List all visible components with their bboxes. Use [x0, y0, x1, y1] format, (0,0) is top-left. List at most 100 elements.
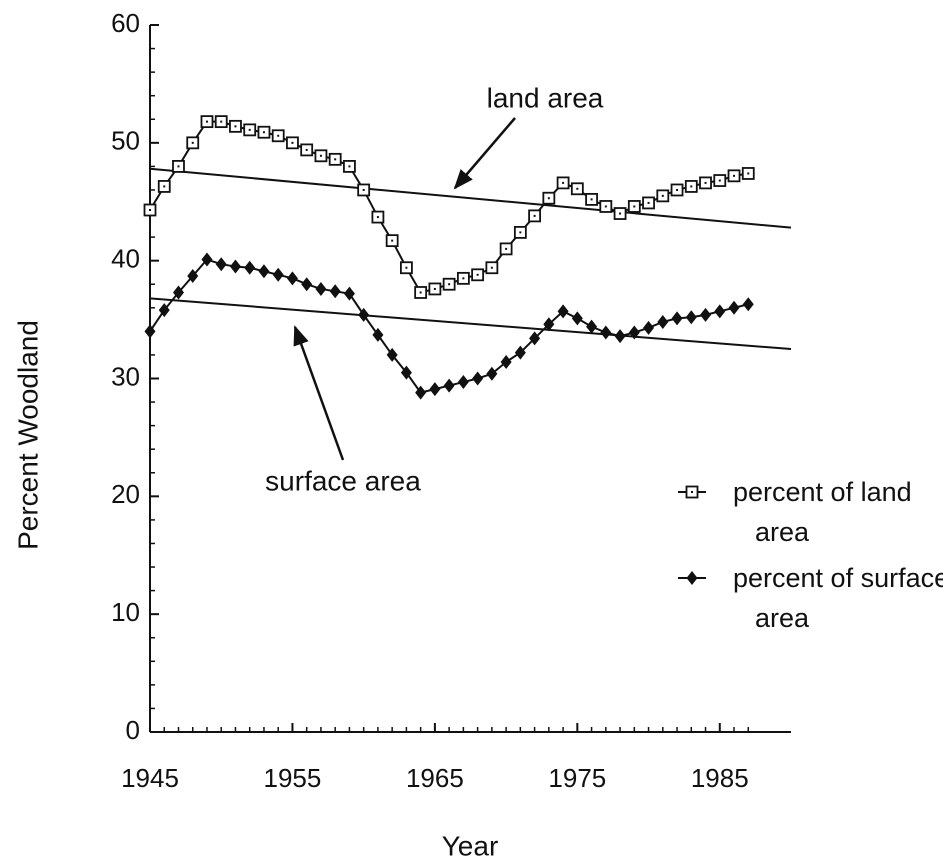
- marker: [329, 284, 341, 299]
- marker-dot: [376, 216, 379, 219]
- marker: [686, 571, 698, 585]
- marker-dot: [262, 131, 265, 134]
- marker: [158, 303, 170, 318]
- marker: [215, 257, 227, 272]
- legend-entry: percent of surface area: [733, 563, 943, 633]
- marker-dot: [433, 287, 436, 290]
- arrow: [293, 325, 345, 461]
- marker: [457, 375, 469, 390]
- marker-dot: [220, 120, 223, 123]
- marker: [586, 319, 598, 334]
- marker: [628, 325, 640, 340]
- marker-dot: [291, 141, 294, 144]
- marker-dot: [647, 201, 650, 204]
- marker: [671, 311, 683, 326]
- marker: [486, 366, 498, 381]
- x-tick-label: 1965: [406, 763, 464, 793]
- marker: [557, 304, 569, 319]
- marker-dot: [633, 205, 636, 208]
- trend-line: [149, 167, 792, 229]
- y-tick-label: 60: [111, 8, 140, 38]
- y-tick-label: 40: [111, 244, 140, 274]
- marker-dot: [234, 125, 237, 128]
- marker-dot: [533, 214, 536, 217]
- marker-dot: [505, 247, 508, 250]
- marker-dot: [248, 128, 251, 131]
- marker: [443, 378, 455, 393]
- marker: [500, 355, 512, 370]
- marker: [415, 385, 427, 400]
- marker-dot: [562, 181, 565, 184]
- marker: [429, 382, 441, 397]
- marker-dot: [519, 231, 522, 234]
- marker: [643, 320, 655, 335]
- x-tick-label: 1955: [264, 763, 322, 793]
- marker-dot: [691, 491, 693, 493]
- marker: [372, 327, 384, 342]
- marker-dot: [490, 266, 493, 269]
- marker: [714, 304, 726, 319]
- marker: [272, 267, 284, 282]
- marker-dot: [149, 208, 151, 211]
- marker: [187, 268, 199, 283]
- marker: [400, 365, 412, 380]
- marker-dot: [590, 198, 593, 201]
- marker-dot: [676, 188, 679, 191]
- marker-dot: [319, 154, 322, 157]
- marker-dot: [718, 179, 721, 182]
- marker-dot: [391, 239, 394, 242]
- marker-dot: [733, 174, 736, 177]
- marker: [685, 310, 697, 325]
- marker-dot: [177, 165, 180, 168]
- marker-dot: [476, 273, 479, 276]
- marker-dot: [747, 172, 750, 175]
- marker: [315, 281, 327, 296]
- marker: [657, 314, 669, 329]
- legend-entry: percent of land area: [733, 477, 912, 547]
- marker-dot: [576, 187, 579, 190]
- marker: [201, 252, 213, 267]
- trend-line: [149, 297, 792, 351]
- marker-dot: [704, 181, 707, 184]
- annotation: surface area: [265, 465, 421, 496]
- y-tick-label: 30: [111, 361, 140, 391]
- y-tick-label: 50: [111, 126, 140, 156]
- marker: [600, 325, 612, 340]
- marker-dot: [362, 188, 365, 191]
- marker: [728, 300, 740, 315]
- marker: [301, 277, 313, 292]
- marker-dot: [405, 266, 408, 269]
- y-tick-label: 10: [111, 597, 140, 627]
- marker-dot: [191, 141, 194, 144]
- marker-dot: [690, 185, 693, 188]
- marker: [514, 345, 526, 360]
- marker-dot: [305, 148, 308, 151]
- marker-dot: [547, 197, 550, 200]
- marker: [386, 347, 398, 362]
- marker-dot: [619, 212, 622, 215]
- marker: [172, 285, 184, 300]
- y-axis-title: Percent Woodland: [12, 320, 43, 550]
- marker-dot: [334, 158, 337, 161]
- marker: [358, 307, 370, 322]
- marker: [144, 324, 156, 339]
- x-axis-title: Year: [442, 830, 499, 861]
- marker: [742, 297, 754, 312]
- marker: [286, 271, 298, 286]
- marker-dot: [163, 185, 166, 188]
- marker-dot: [661, 194, 664, 197]
- x-tick-label: 1975: [548, 763, 606, 793]
- marker-dot: [604, 205, 607, 208]
- arrow: [453, 117, 516, 190]
- marker-dot: [448, 283, 451, 286]
- marker-dot: [462, 277, 465, 280]
- marker: [614, 329, 626, 344]
- marker: [229, 259, 241, 274]
- marker-dot: [348, 165, 351, 168]
- marker: [343, 286, 355, 301]
- x-tick-label: 1985: [691, 763, 749, 793]
- marker-dot: [419, 291, 422, 294]
- marker: [529, 331, 541, 346]
